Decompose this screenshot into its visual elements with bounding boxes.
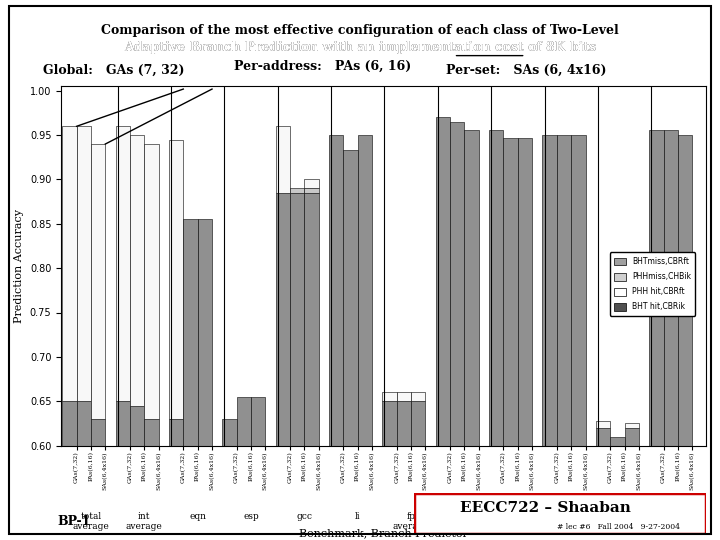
Bar: [382, 401, 397, 445]
Text: fp
average: fp average: [392, 512, 430, 531]
Bar: [290, 188, 305, 193]
Bar: [678, 135, 692, 446]
Bar: [464, 130, 479, 446]
Bar: [624, 428, 639, 445]
Bar: [169, 140, 184, 419]
Bar: [571, 135, 585, 446]
Bar: [542, 135, 557, 446]
Bar: [130, 406, 144, 446]
Legend: BHTmiss,CBRft, PHHmiss,CHBik, PHH hit,CBRft, BHT hit,CBRik: BHTmiss,CBRft, PHHmiss,CHBik, PHH hit,CB…: [610, 253, 696, 316]
Bar: [251, 397, 266, 445]
Text: esp: esp: [243, 512, 259, 521]
Bar: [91, 144, 105, 419]
Text: li: li: [355, 512, 361, 521]
Bar: [305, 179, 319, 188]
Bar: [624, 423, 639, 428]
Bar: [397, 401, 411, 445]
Text: EECC722 – Shaaban: EECC722 – Shaaban: [460, 502, 631, 515]
Text: dod: dod: [456, 512, 473, 521]
Bar: [144, 419, 158, 446]
Bar: [610, 437, 624, 445]
Text: tom: tom: [669, 512, 687, 521]
Bar: [596, 428, 610, 445]
X-axis label: Benchmark, Branch Predictor: Benchmark, Branch Predictor: [299, 529, 468, 538]
Bar: [557, 135, 571, 446]
Text: mat: mat: [562, 512, 580, 521]
Bar: [116, 401, 130, 445]
Bar: [62, 126, 76, 401]
Bar: [305, 193, 319, 446]
Bar: [382, 392, 397, 401]
Text: Comparison of the most effective configuration of each class of Two-Level: Comparison of the most effective configu…: [101, 24, 619, 37]
Bar: [329, 135, 343, 446]
Bar: [116, 126, 130, 401]
Text: spi: spi: [618, 512, 631, 521]
Text: # lec #6   Fall 2004   9-27-2004: # lec #6 Fall 2004 9-27-2004: [557, 523, 680, 531]
Text: Adaptive Branch Prediction with an implementation cost of 8K bits: Adaptive Branch Prediction with an imple…: [124, 40, 596, 53]
Bar: [76, 401, 91, 445]
Bar: [411, 401, 426, 445]
Bar: [664, 130, 678, 446]
Bar: [358, 135, 372, 446]
Text: Adaptive Branch Prediction with an implementation cost of 8K bits: Adaptive Branch Prediction with an imple…: [124, 40, 596, 53]
Bar: [305, 188, 319, 193]
Bar: [169, 419, 184, 446]
Bar: [91, 419, 105, 446]
Bar: [343, 150, 358, 445]
Bar: [76, 126, 91, 401]
Text: Per-address:   PAs (6, 16): Per-address: PAs (6, 16): [233, 60, 411, 73]
Bar: [62, 401, 76, 445]
Bar: [450, 122, 464, 446]
Bar: [276, 193, 290, 446]
Bar: [503, 138, 518, 445]
Bar: [144, 144, 158, 419]
Text: Global:   GAs (7, 32): Global: GAs (7, 32): [43, 64, 185, 77]
Bar: [397, 392, 411, 401]
Bar: [596, 421, 610, 428]
Y-axis label: Prediction Accuracy: Prediction Accuracy: [14, 209, 24, 323]
Bar: [222, 419, 237, 446]
Text: total
average: total average: [73, 512, 109, 531]
Bar: [411, 392, 426, 401]
Text: gcc: gcc: [297, 512, 312, 521]
Bar: [489, 130, 503, 446]
Text: Per-set:   SAs (6, 4x16): Per-set: SAs (6, 4x16): [446, 64, 607, 77]
Bar: [436, 117, 450, 446]
Bar: [290, 193, 305, 446]
Text: BP-1: BP-1: [58, 515, 91, 528]
Bar: [649, 130, 664, 446]
Text: eqn: eqn: [189, 512, 206, 521]
Bar: [198, 219, 212, 446]
Bar: [130, 135, 144, 406]
Bar: [276, 126, 290, 193]
Text: int
average: int average: [126, 512, 163, 531]
Bar: [518, 138, 532, 445]
Bar: [237, 397, 251, 445]
Text: fpp: fpp: [510, 512, 525, 521]
Bar: [184, 219, 198, 446]
